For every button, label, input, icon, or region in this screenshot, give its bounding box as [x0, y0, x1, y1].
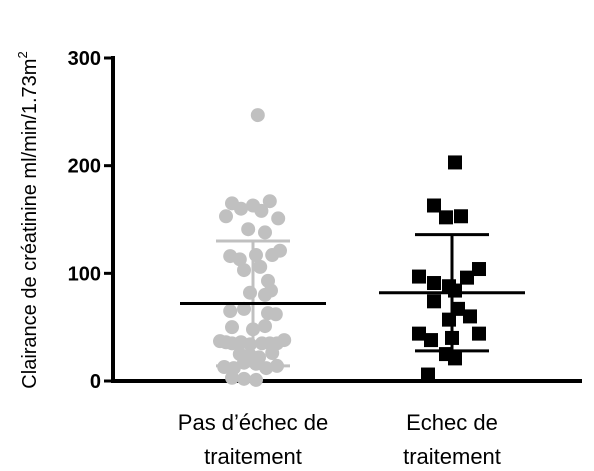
x-category-label: traitement	[403, 444, 501, 469]
data-point	[421, 367, 435, 382]
data-point	[219, 209, 233, 224]
data-point	[232, 252, 247, 267]
data-point	[451, 301, 465, 316]
data-point	[424, 333, 438, 348]
data-point	[472, 326, 486, 341]
data-point	[258, 319, 272, 334]
data-point	[253, 259, 268, 274]
data-point	[448, 283, 462, 298]
y-axis-title: Clairance de créatinine ml/min/1.73m2	[15, 51, 41, 388]
data-point	[243, 285, 257, 300]
data-point	[237, 263, 251, 278]
data-point	[265, 346, 280, 361]
data-point	[472, 262, 486, 277]
data-point	[258, 287, 272, 302]
data-point	[412, 269, 426, 284]
data-point	[427, 198, 441, 213]
data-point	[254, 203, 269, 218]
data-point	[268, 307, 283, 322]
data-point	[237, 371, 251, 386]
data-point	[427, 276, 441, 291]
data-point	[262, 194, 277, 209]
data-point	[258, 225, 272, 240]
data-point	[273, 243, 287, 258]
data-point	[223, 304, 238, 319]
data-point	[225, 320, 239, 335]
data-point	[460, 270, 474, 285]
y-tick-label: 200	[68, 156, 101, 178]
data-point	[225, 370, 239, 385]
data-point	[250, 108, 265, 123]
y-tick-label: 100	[68, 263, 101, 285]
axes: 0 100 200 300 Pas d’échec de traitement Echec …	[68, 48, 582, 469]
data-point	[454, 209, 468, 224]
data-point	[234, 201, 248, 216]
data-point	[439, 210, 453, 225]
x-category-label: traitement	[204, 444, 302, 469]
data-point	[448, 351, 462, 366]
y-tick-label: 0	[90, 371, 101, 393]
data-point	[271, 211, 286, 226]
data-point	[448, 155, 462, 170]
y-tick-label: 300	[68, 48, 101, 70]
data-point	[442, 312, 456, 327]
x-category-label: Pas d’échec de	[178, 410, 328, 435]
y-axis-title-superscript: 2	[15, 51, 30, 58]
data-point	[241, 222, 256, 237]
data-point	[427, 294, 441, 309]
x-category-label: Echec de	[406, 410, 498, 435]
stats-layer	[180, 233, 525, 368]
data-point	[463, 309, 477, 324]
data-point	[237, 301, 251, 316]
data-point	[249, 372, 263, 387]
data-point	[412, 326, 426, 341]
data-point	[277, 333, 292, 348]
